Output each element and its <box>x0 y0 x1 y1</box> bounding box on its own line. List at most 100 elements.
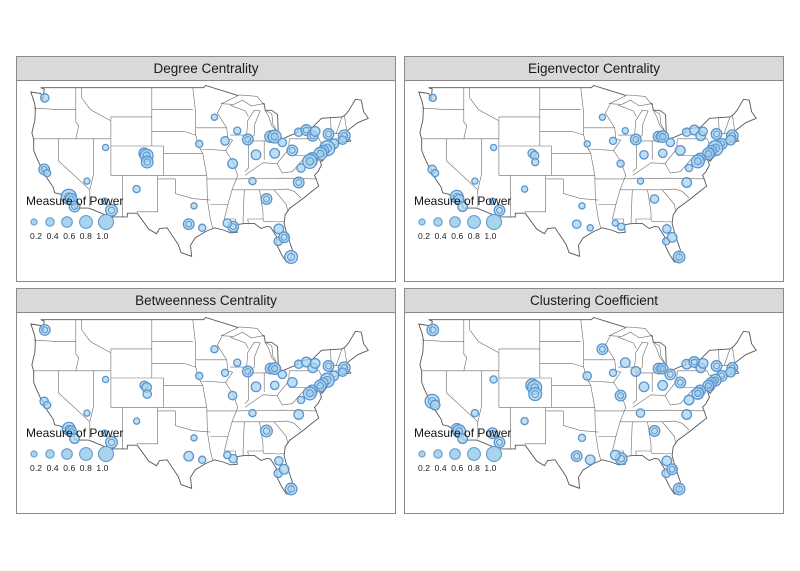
state-border <box>539 131 584 136</box>
city-bubble: San Jose <box>42 400 52 410</box>
city-bubble: Detroit <box>656 130 670 144</box>
city-bubble: Syracuse <box>309 357 321 369</box>
city-bubble: Iowa City <box>220 136 230 146</box>
legend-value: 0.8 <box>467 231 480 241</box>
city-bubble: Gainesville <box>273 456 284 466</box>
city-bubble: Austin <box>182 218 195 231</box>
city-bubble: Madison <box>619 357 631 369</box>
city-bubble: Austin <box>571 219 582 230</box>
legend-circles <box>418 446 502 462</box>
city-bubble: Phoenix <box>486 427 499 440</box>
city-bubble: Orlando <box>278 463 290 475</box>
state-border <box>498 116 511 217</box>
legend-labels: 0.2 0.4 0.6 0.8 1.0 <box>418 231 499 241</box>
panel-betweenness-centrality: Betweenness Centrality SeattleSan Franci… <box>16 288 396 514</box>
city-bubble-ring <box>316 382 324 390</box>
great-lake <box>634 341 649 374</box>
city-bubble: Cleveland <box>277 137 288 148</box>
state-border <box>262 218 284 223</box>
city-bubble: Durham <box>292 176 305 189</box>
city-bubble-ring <box>659 365 667 372</box>
city-bubble: Phoenix <box>100 429 109 437</box>
city-bubble: Dallas <box>190 434 198 442</box>
city-bubble-ring <box>617 392 625 399</box>
state-border <box>262 450 284 455</box>
state-border <box>81 87 111 121</box>
state-border <box>192 87 213 228</box>
city-bubble: Syracuse <box>309 125 321 137</box>
legend-circle <box>79 447 93 461</box>
state-border <box>33 339 76 342</box>
city-bubble: Pittsburgh <box>674 376 687 389</box>
state-border <box>230 104 249 118</box>
state-border <box>605 104 627 225</box>
legend-value: 0.2 <box>418 463 431 473</box>
city-bubble: Miami <box>672 250 686 264</box>
legend-labels: 0.2 0.4 0.6 0.8 1.0 <box>30 463 111 473</box>
legend-circle <box>30 218 38 226</box>
city-bubble: Atlanta <box>648 425 661 437</box>
state-border <box>618 336 637 350</box>
city-bubble-ring <box>489 429 496 437</box>
state-border <box>58 138 91 191</box>
city-bubble-ring <box>270 132 279 141</box>
city-bubble-ring <box>666 371 674 378</box>
state-border <box>524 175 546 213</box>
state-border <box>344 114 347 131</box>
city-bubble: Nashville <box>248 408 257 418</box>
legend-value: 0.4 <box>434 463 447 473</box>
city-bubble-ring <box>704 382 712 390</box>
city-bubble-ring <box>325 362 332 370</box>
legend-value: 0.2 <box>30 231 43 241</box>
city-bubble-ring <box>668 465 676 473</box>
state-border <box>661 421 676 444</box>
state-border <box>477 138 482 207</box>
city-bubble: Indianapolis <box>250 381 262 393</box>
city-bubble: Dallas <box>190 202 198 210</box>
city-bubble: Nashville <box>248 176 257 186</box>
city-bubble: Cleveland <box>277 369 288 380</box>
legend-circle <box>45 217 55 227</box>
city-bubble: Indianapolis <box>638 381 650 393</box>
city-bubble-ring <box>599 345 606 353</box>
city-bubble: San Diego <box>69 433 81 445</box>
city-bubble: St. Louis <box>616 159 625 168</box>
city-bubble: Albuquerque <box>520 416 529 426</box>
city-bubble: Pittsburgh <box>674 144 686 156</box>
city-bubble: Washington DC <box>691 386 705 400</box>
state-border <box>580 319 601 460</box>
state-border <box>75 319 80 371</box>
city-bubble: Colorado Springs <box>528 387 543 402</box>
city-bubble: Pittsburgh <box>286 376 298 388</box>
city-bubble: Omaha <box>194 139 204 149</box>
legend-circles <box>30 214 114 230</box>
city-bubble-ring <box>280 233 288 241</box>
city-bubble-ring <box>143 158 151 166</box>
city-bubble: Colorado Springs <box>142 389 153 399</box>
city-bubble: Minneapolis <box>210 113 219 121</box>
legend-value: 0.8 <box>467 463 480 473</box>
great-lake <box>246 109 261 142</box>
state-border <box>463 87 468 139</box>
state-border <box>273 421 288 444</box>
state-border <box>632 140 637 172</box>
us-map: SeattleSan FranciscoSan JoseLos AngelesI… <box>418 84 757 264</box>
state-border <box>618 104 637 118</box>
great-lake <box>220 326 266 339</box>
city-bubble: Durham <box>681 409 693 420</box>
state-border <box>446 138 479 191</box>
legend-title: Measure of Power <box>414 426 512 440</box>
legend-value: 1.0 <box>484 231 497 241</box>
legend-value: 0.6 <box>63 231 76 241</box>
city-bubble-ring <box>107 438 116 447</box>
city-bubble: Iowa City <box>608 136 618 146</box>
city-bubble: Omaha <box>583 140 591 148</box>
city-bubble-ring <box>287 253 296 261</box>
city-bubble-ring <box>295 179 303 186</box>
legend-value: 0.2 <box>30 463 43 473</box>
city-bubble: Chicago <box>241 133 254 146</box>
city-bubble: Las Vegas <box>471 177 479 185</box>
city-bubble: Colorado Springs <box>140 155 154 169</box>
city-bubble-ring <box>675 253 683 261</box>
panel-title: Degree Centrality <box>17 57 395 81</box>
